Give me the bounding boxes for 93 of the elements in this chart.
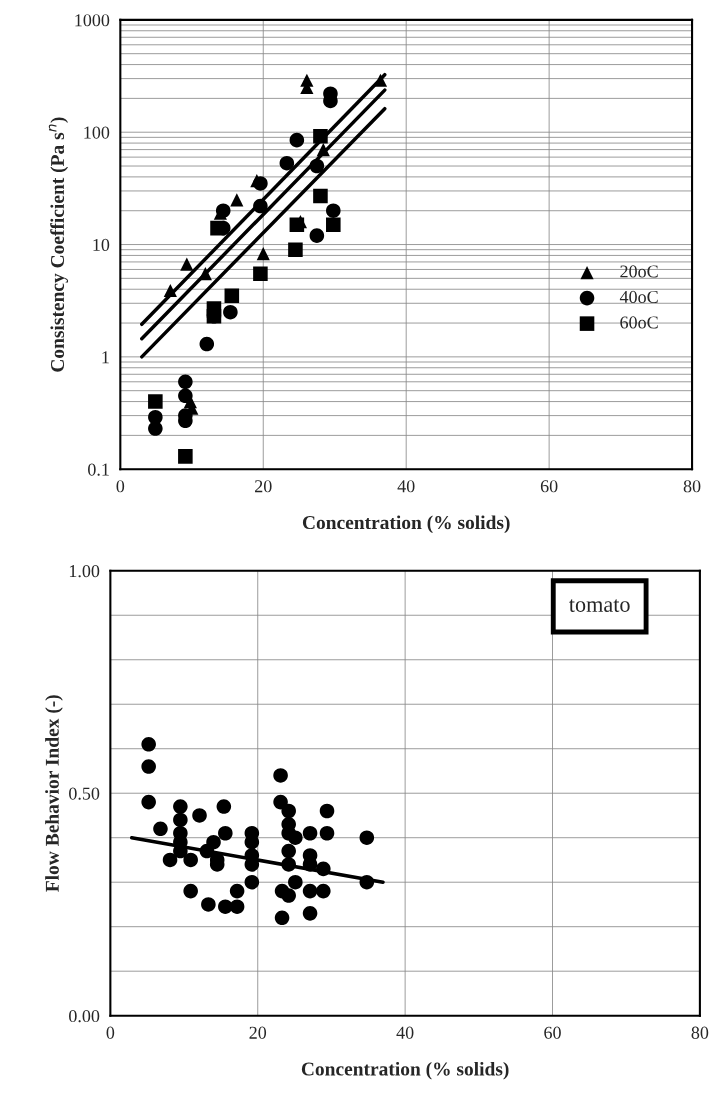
point — [289, 217, 305, 233]
point — [229, 883, 245, 899]
point — [141, 759, 156, 774]
point — [281, 857, 296, 872]
point — [223, 304, 238, 320]
point — [183, 883, 198, 899]
point — [316, 883, 331, 899]
point — [215, 203, 231, 218]
point — [244, 874, 260, 890]
point — [253, 176, 268, 191]
x-tick-label: 60 — [544, 1026, 561, 1039]
point — [281, 803, 296, 819]
y-tick-label: 1.00 — [69, 565, 100, 578]
point — [302, 857, 318, 872]
point — [198, 267, 212, 281]
point — [288, 874, 303, 890]
point — [359, 874, 375, 890]
point — [326, 217, 341, 233]
x-tick-label: 40 — [397, 480, 415, 493]
point — [206, 834, 221, 850]
x-tick-label: 20 — [255, 480, 272, 493]
point — [281, 888, 296, 903]
point — [163, 283, 177, 298]
point — [199, 336, 215, 352]
legend-label: 40oC — [619, 290, 658, 304]
y-tick-label: 1000 — [75, 14, 110, 27]
x-tick-label: 0 — [116, 480, 125, 493]
point — [316, 861, 331, 877]
point — [162, 852, 178, 868]
x-axis-title: Concentration (% solids) — [301, 1061, 509, 1080]
point — [273, 794, 288, 810]
point — [326, 203, 341, 218]
y-tick-label: 0.1 — [88, 463, 109, 476]
point — [309, 158, 325, 174]
point — [279, 155, 295, 171]
x-tick-label: 0 — [106, 1026, 115, 1039]
x-tick-label: 80 — [691, 1026, 709, 1039]
point — [141, 737, 156, 752]
x-tick-label: 60 — [540, 480, 558, 493]
point — [153, 821, 168, 837]
y-tick-label: 0.00 — [69, 1009, 100, 1023]
y-axis-title: Flow Behavior Index (-) — [45, 695, 63, 892]
point — [302, 883, 318, 899]
point — [302, 825, 318, 841]
x-tick-label: 20 — [249, 1026, 267, 1039]
point — [173, 799, 188, 814]
point — [256, 247, 270, 261]
point — [288, 242, 303, 257]
point — [224, 288, 240, 304]
legend-label: 60oC — [620, 316, 658, 329]
point — [201, 897, 216, 912]
point — [313, 188, 328, 204]
point — [274, 910, 290, 926]
x-tick-label: 40 — [396, 1026, 414, 1039]
point — [319, 803, 335, 819]
point — [230, 193, 244, 207]
point — [359, 830, 375, 845]
point — [289, 132, 305, 148]
point — [192, 808, 207, 823]
point — [173, 812, 188, 828]
point — [288, 830, 303, 845]
point — [148, 409, 163, 425]
point — [183, 852, 198, 868]
annotation: tomato — [569, 599, 630, 612]
y-tick-label: 0.50 — [69, 787, 100, 800]
point — [216, 799, 232, 814]
point — [309, 228, 325, 243]
point — [273, 768, 288, 783]
point — [178, 388, 193, 404]
point — [229, 899, 245, 914]
y-tick-label: 1 — [102, 351, 109, 364]
point — [319, 825, 335, 841]
point — [373, 73, 388, 87]
y-axis-title: Consistency Coefficient (Pa s$^{n}$) — [48, 117, 69, 372]
point — [281, 843, 296, 859]
point — [178, 374, 193, 390]
point — [210, 220, 225, 236]
x-tick-label: 80 — [683, 480, 701, 493]
point — [253, 198, 268, 214]
point — [253, 266, 268, 281]
point — [316, 143, 330, 157]
x-axis-title: Concentration (% solids) — [302, 515, 510, 534]
legend-label: 20oC — [620, 265, 658, 278]
point — [313, 128, 328, 144]
y-tick-label: 100 — [84, 126, 110, 139]
point — [148, 394, 163, 409]
point — [141, 794, 156, 810]
point — [178, 449, 193, 464]
point — [180, 257, 194, 271]
point — [218, 825, 233, 841]
y-tick-label: 10 — [93, 238, 110, 251]
point — [302, 906, 318, 921]
point — [206, 301, 222, 316]
